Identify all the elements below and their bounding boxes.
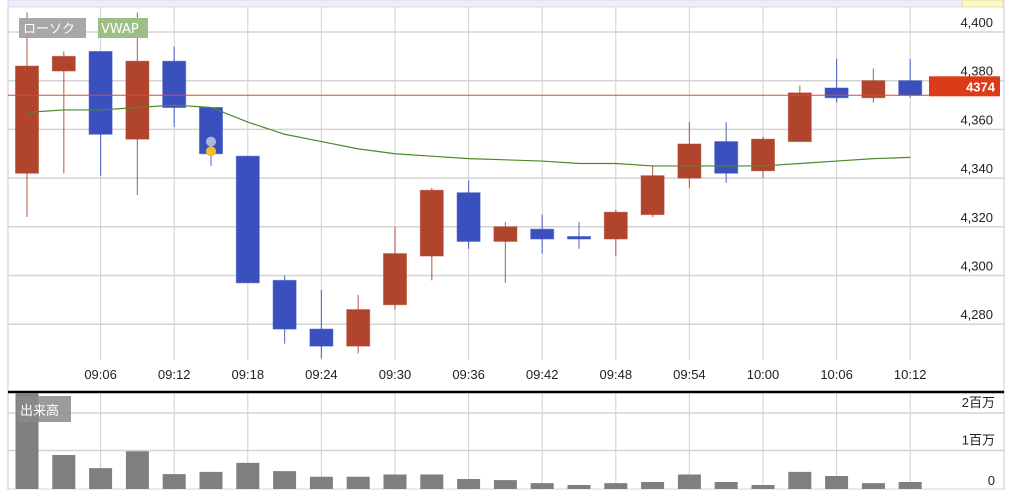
candle-down — [824, 87, 849, 99]
volume-bar — [199, 471, 223, 489]
volume-tick-label: 1百万 — [962, 433, 995, 448]
overlays: 4374 — [8, 76, 1000, 167]
last-price-label: 4374 — [966, 79, 996, 94]
volume-bar — [641, 482, 665, 489]
candle-up — [346, 309, 371, 347]
volume-bar — [825, 476, 849, 489]
candle-up — [603, 211, 628, 240]
volume-bar — [420, 474, 444, 489]
axis-labels: 4,280 4,300 4,320 4,340 4,360 4,380 4,400 09:06… — [84, 15, 995, 488]
candle-up — [419, 189, 444, 257]
volume-bar — [861, 483, 885, 489]
volume-bar — [567, 485, 591, 489]
price-tick-label: 4,400 — [960, 15, 993, 30]
vwap-legend-label: VWAP — [101, 22, 139, 37]
top-scrollbar-handle[interactable] — [961, 0, 1004, 8]
volume-bar — [162, 474, 186, 489]
volume-tick-label: 2百万 — [962, 395, 995, 410]
volume-bar — [788, 471, 812, 489]
candle-up — [15, 65, 39, 174]
price-tick-label: 4,360 — [960, 112, 993, 127]
volume-bar — [714, 482, 738, 489]
candle-up — [787, 92, 812, 143]
candle-up — [493, 226, 518, 242]
candle-up — [751, 138, 775, 172]
candle-down — [567, 236, 591, 240]
volume-bar — [677, 474, 701, 489]
candle-down — [235, 155, 260, 284]
volume-bar — [751, 485, 775, 489]
candle-up — [640, 175, 665, 216]
time-tick-label: 09:42 — [526, 367, 559, 382]
candle-down — [456, 192, 481, 242]
time-tick-label: 10:06 — [820, 367, 853, 382]
volume-bar — [383, 474, 407, 489]
time-tick-label: 09:30 — [379, 367, 412, 382]
candle-up — [861, 80, 886, 99]
price-tick-label: 4,280 — [960, 307, 993, 322]
candle-up — [677, 143, 702, 179]
price-tick-label: 4,380 — [960, 64, 993, 79]
volume-tick-label: 0 — [988, 473, 995, 488]
time-tick-label: 09:54 — [673, 367, 706, 382]
candle-up — [125, 60, 150, 140]
candle-legend-label: ローソク — [23, 22, 75, 37]
volume-bar — [457, 479, 481, 489]
time-tick-label: 09:12 — [158, 367, 191, 382]
vwap-legend-box — [98, 18, 148, 38]
signal-marker-dot — [206, 136, 216, 147]
time-tick-label: 10:12 — [894, 367, 927, 382]
price-tick-label: 4,340 — [960, 161, 993, 176]
candle-down — [88, 50, 113, 135]
volume-bar — [273, 471, 297, 489]
legends: ローソク VWAP 出来高 — [17, 18, 148, 422]
volume-bar — [604, 483, 628, 489]
price-tick-label: 4,320 — [960, 210, 993, 225]
last-price-badge — [929, 76, 1000, 97]
volume-bar — [530, 483, 554, 489]
volume-bar — [125, 451, 149, 489]
candle-down — [162, 60, 187, 108]
volume-bar — [309, 476, 333, 489]
volume-bar — [89, 468, 113, 489]
volume-bar — [493, 480, 517, 489]
top-scrollbar-track[interactable] — [7, 0, 1005, 8]
time-tick-label: 10:00 — [747, 367, 780, 382]
volume-bar — [52, 455, 76, 489]
candlesticks — [15, 12, 923, 359]
time-tick-label: 09:48 — [600, 367, 633, 382]
candle-up — [383, 253, 407, 306]
volume-bar — [236, 462, 260, 489]
time-tick-label: 09:36 — [452, 367, 485, 382]
vwap-line — [26, 104, 911, 167]
time-tick-label: 09:18 — [232, 367, 265, 382]
volume-bar — [346, 476, 370, 489]
volume-legend-label: 出来高 — [20, 403, 59, 419]
signal-marker-dot — [206, 146, 216, 157]
price-tick-label: 4,300 — [960, 259, 993, 274]
candle-down — [530, 228, 555, 240]
candle-up — [51, 55, 76, 72]
time-tick-label: 09:06 — [84, 367, 117, 382]
candle-down — [898, 80, 923, 96]
volume-legend-box — [17, 396, 71, 422]
volume-bar — [898, 482, 922, 489]
candle-down — [714, 141, 739, 174]
candle-down — [309, 328, 334, 347]
candle-legend-box — [19, 18, 86, 38]
candle-down — [272, 279, 297, 330]
time-tick-label: 09:24 — [305, 367, 338, 382]
